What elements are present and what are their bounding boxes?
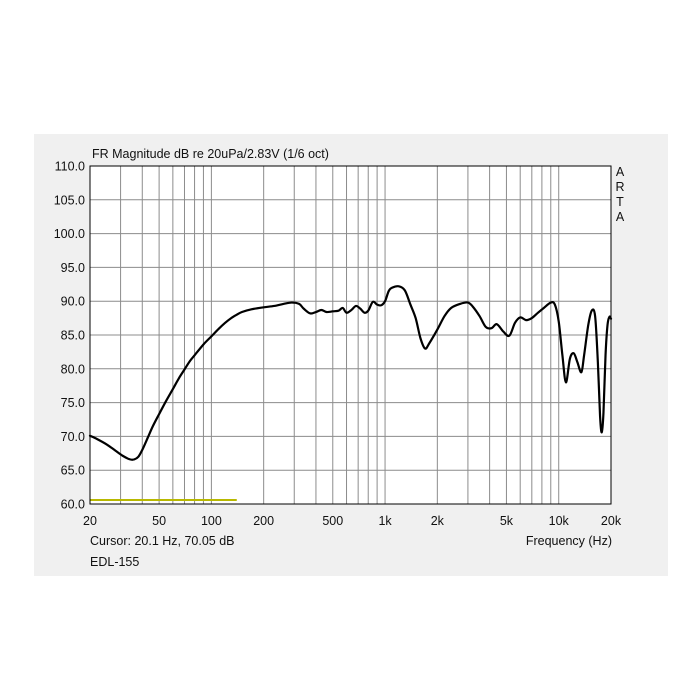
brand-letter: T — [616, 195, 624, 209]
y-tick-label: 105.0 — [54, 193, 85, 207]
plot-frame — [89, 165, 612, 505]
chart-title: FR Magnitude dB re 20uPa/2.83V (1/6 oct) — [92, 147, 329, 161]
x-tick-label: 5k — [500, 514, 514, 528]
brand-letter: A — [615, 210, 625, 224]
y-tick-labels: 110.0 105.0 100.0 95.0 90.0 85.0 80.0 75.0 70.0 6… — [54, 160, 85, 512]
x-tick-labels: 20 50 100 200 500 1k 2k 5k 10k 20k — [83, 514, 622, 528]
x-tick-label: 500 — [322, 514, 343, 528]
x-tick-label: 10k — [549, 514, 570, 528]
series-layer — [88, 285, 613, 461]
grid-lines — [90, 166, 611, 504]
y-tick-label: 60.0 — [61, 498, 85, 512]
x-tick-label: 100 — [201, 514, 222, 528]
y-tick-label: 65.0 — [61, 464, 85, 478]
brand-letter: R — [615, 180, 625, 194]
cursor-readout: Cursor: 20.1 Hz, 70.05 dB — [90, 534, 235, 548]
brand-letter: A — [615, 165, 625, 179]
x-tick-label: 20 — [83, 514, 97, 528]
x-tick-label: 2k — [431, 514, 445, 528]
x-tick-label: 1k — [378, 514, 392, 528]
y-tick-label: 95.0 — [61, 261, 85, 275]
x-tick-label: 20k — [601, 514, 622, 528]
x-tick-label: 50 — [152, 514, 166, 528]
x-tick-label: 200 — [253, 514, 274, 528]
y-tick-label: 100.0 — [54, 227, 85, 241]
x-axis-label: Frequency (Hz) — [525, 534, 612, 548]
y-tick-label: 90.0 — [61, 295, 85, 309]
arta-brand-letters: A R T A — [613, 165, 627, 225]
y-tick-label: 70.0 — [61, 430, 85, 444]
frequency-response-line — [88, 285, 613, 461]
y-tick-label: 75.0 — [61, 396, 85, 410]
series-label: EDL-155 — [90, 555, 140, 569]
y-tick-label: 110.0 — [55, 160, 85, 174]
y-tick-label: 80.0 — [61, 362, 85, 376]
y-tick-label: 85.0 — [61, 329, 85, 343]
